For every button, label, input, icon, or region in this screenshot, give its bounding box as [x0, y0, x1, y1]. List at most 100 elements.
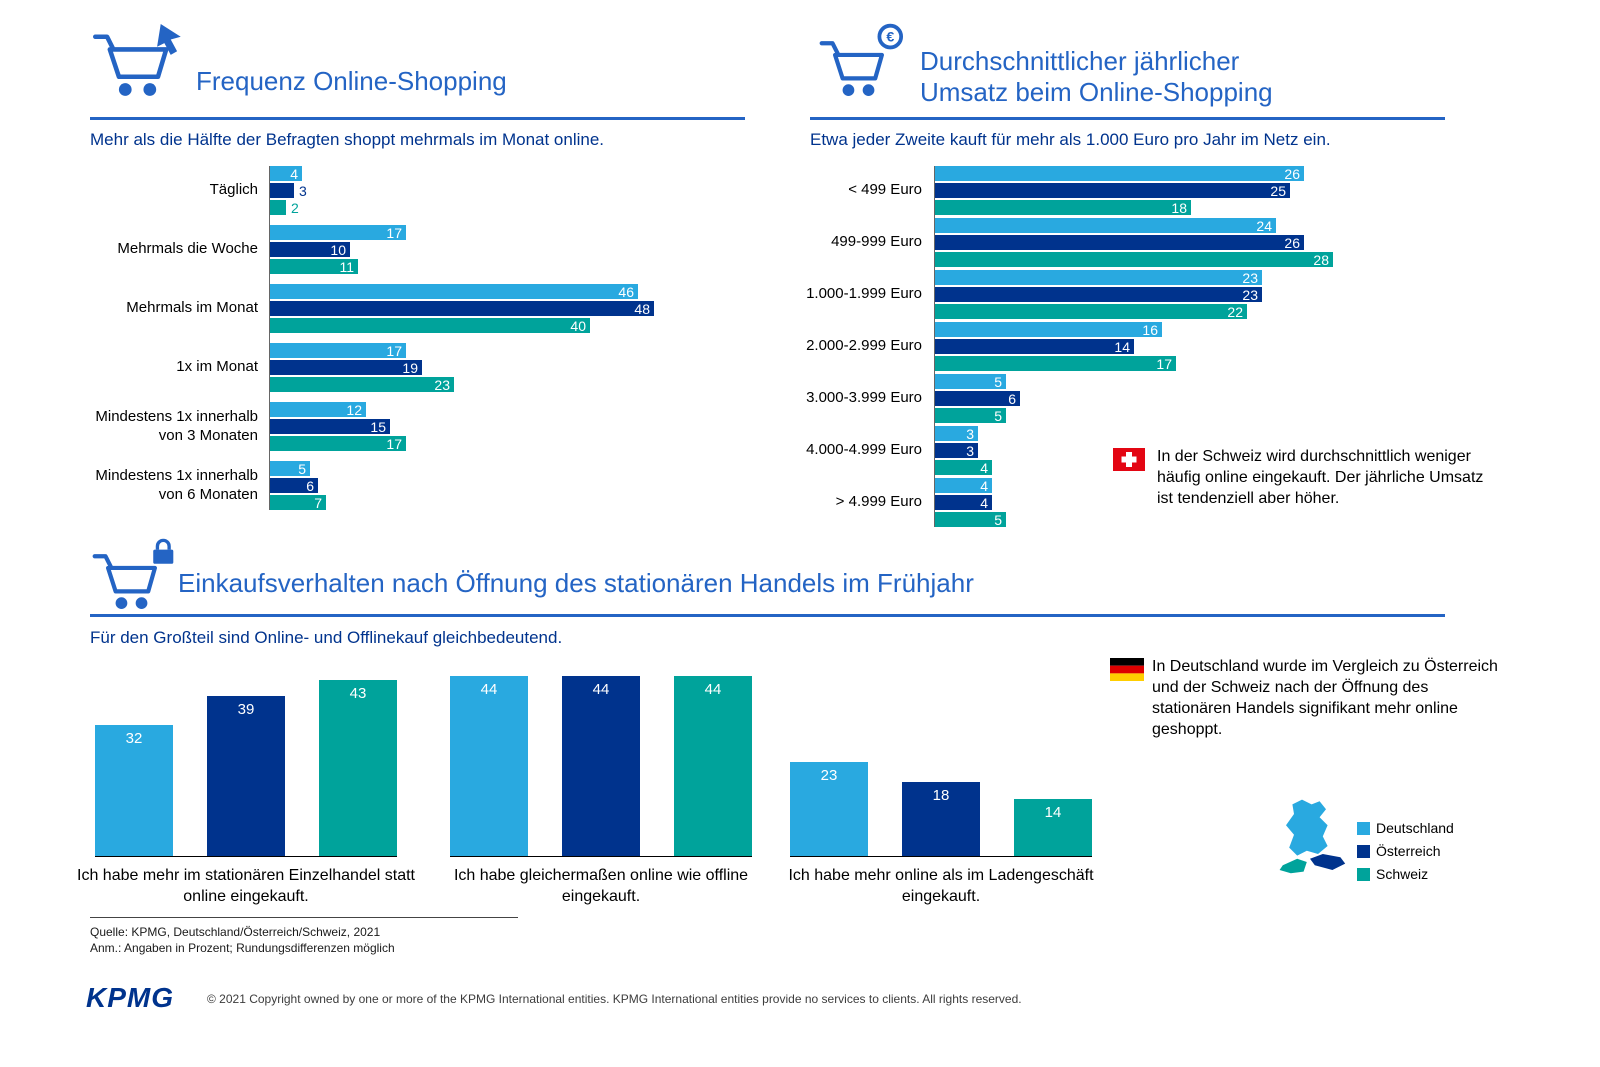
bar-value: 23	[1242, 269, 1258, 286]
bar-oesterreich: 10	[270, 241, 350, 258]
bar-schweiz: 7	[270, 494, 326, 511]
chart-row: 499-999 Euro 24 26 28	[800, 218, 1333, 268]
frequency-axis	[269, 166, 270, 510]
dach-map	[1270, 798, 1350, 895]
category-label: > 4.999 Euro	[835, 493, 922, 511]
chart-row: Mehrmals die Woche 17 10 11	[90, 225, 654, 275]
bar-value: 25	[1270, 182, 1286, 199]
bar-deutschland: 3	[935, 426, 978, 442]
bar-value: 17	[386, 342, 402, 359]
cart-lock-icon	[88, 535, 180, 626]
chart-row: Mindestens 1x innerhalb von 3 Monaten 12 1…	[90, 401, 654, 452]
bar-value: 23	[434, 376, 450, 393]
german-flag-icon	[1110, 658, 1144, 686]
category-label: Täglich	[209, 181, 258, 199]
bar-value: 4	[980, 477, 988, 494]
bar-deutschland: 4	[270, 166, 302, 182]
bar-value: 23	[820, 767, 838, 784]
bar-value: 15	[370, 418, 386, 435]
bar-oesterreich: 23	[935, 286, 1262, 303]
revenue-title-line2: Umsatz beim Online-Shopping	[920, 77, 1273, 108]
bar-schweiz: 17	[935, 356, 1176, 372]
behavior-group-3: 23 18 14 Ich habe mehr online als im Laden…	[788, 670, 1094, 908]
bar-oesterreich: 15	[270, 418, 390, 435]
legend-swatch-oesterreich	[1357, 844, 1370, 858]
bar-value: 11	[339, 258, 354, 275]
bar-oesterreich: 3	[935, 442, 978, 459]
legend-item-oesterreich: Österreich	[1357, 843, 1454, 859]
bar-value: 26	[1284, 234, 1300, 251]
bar-value: 6	[1008, 390, 1016, 407]
bar-value: 32	[125, 730, 143, 747]
frequency-subtitle: Mehr als die Hälfte der Befragten shoppt…	[90, 130, 605, 149]
category-label: Mehrmals die Woche	[117, 240, 258, 258]
legend-label: Schweiz	[1376, 866, 1429, 882]
bar-value: 22	[1227, 303, 1243, 320]
bar-value: 39	[237, 701, 255, 718]
frequency-divider	[90, 117, 745, 120]
bar-deutschland: 44	[450, 676, 528, 856]
bar-value: 40	[570, 317, 586, 334]
bar-deutschland: 4	[935, 477, 992, 494]
legend: Deutschland Österreich Schweiz	[1357, 820, 1454, 889]
bar-value: 43	[349, 685, 367, 702]
bar-value: 3	[299, 182, 307, 199]
category-label: 4.000-4.999 Euro	[806, 441, 922, 459]
bar-oesterreich: 4	[935, 494, 992, 511]
bar-value: 3	[966, 442, 974, 459]
bar-oesterreich: 18	[902, 782, 980, 856]
category-label: Mehrmals im Monat	[126, 299, 258, 317]
legend-item-deutschland: Deutschland	[1357, 820, 1454, 836]
bar-value: 12	[346, 401, 362, 418]
bar-value: 5	[994, 373, 1002, 390]
bar-value: 2	[291, 199, 299, 216]
bar-deutschland: 26	[935, 166, 1304, 182]
chart-row: Mindestens 1x innerhalb von 6 Monaten 5 6 7	[90, 461, 654, 511]
bar-oesterreich: 6	[270, 478, 318, 494]
bar-schweiz: 5	[935, 512, 1006, 528]
bar-value: 4	[980, 494, 988, 511]
bar-schweiz: 4	[935, 459, 992, 476]
bar-value: 10	[330, 241, 346, 258]
bar-schweiz: 40	[270, 317, 590, 334]
category-label: 3.000-3.999 Euro	[806, 389, 922, 407]
bar-deutschland: 23	[935, 269, 1262, 286]
chart-row: > 4.999 Euro 4 4 5	[800, 477, 1333, 528]
bar-value: 17	[386, 435, 402, 452]
cart-click-icon	[88, 18, 188, 115]
bar-value: 28	[1313, 251, 1329, 268]
bar-deutschland: 24	[935, 218, 1276, 234]
behavior-group-1: 32 39 43 Ich habe mehr im stationären Einz…	[77, 670, 415, 908]
bar-oesterreich	[270, 183, 294, 198]
bar-oesterreich: 39	[207, 696, 285, 856]
category-label: 1.000-1.999 Euro	[806, 285, 922, 303]
bar-value: 4	[980, 459, 988, 476]
behavior-title: Einkaufsverhalten nach Öffnung des stati…	[178, 568, 974, 598]
bar-schweiz: 18	[935, 199, 1191, 216]
bar-schweiz: 17	[270, 435, 406, 452]
category-label: 499-999 Euro	[831, 233, 922, 251]
bar-value: 18	[1171, 199, 1187, 216]
behavior-bars-3: 23 18 14	[790, 670, 1092, 857]
chart-row: 2.000-2.999 Euro 16 14 17	[800, 322, 1333, 372]
bar-value: 44	[592, 681, 610, 698]
category-label: Mindestens 1x innerhalb von 6 Monaten	[95, 466, 258, 503]
bar-deutschland: 5	[935, 373, 1006, 390]
legend-swatch-schweiz	[1357, 867, 1370, 881]
bar-oesterreich: 14	[935, 339, 1134, 355]
revenue-divider	[810, 117, 1445, 120]
bar-value: 23	[1242, 286, 1258, 303]
revenue-title: Durchschnittlicher jährlicher Umsatz bei…	[920, 46, 1273, 108]
source-note: Quelle: KPMG, Deutschland/Österreich/Sch…	[90, 925, 381, 939]
annotation-note: Anm.: Angaben in Prozent; Rundungsdiffer…	[90, 941, 395, 955]
chart-row: 4.000-4.999 Euro 3 3 4	[800, 426, 1333, 476]
legend-swatch-deutschland	[1357, 821, 1370, 835]
cart-euro-icon: €	[815, 22, 907, 113]
bar-value: 44	[704, 681, 722, 698]
legend-label: Österreich	[1376, 843, 1441, 859]
behavior-caption-2: Ich habe gleichermaßen online wie offlin…	[453, 867, 749, 905]
bar-schweiz: 11	[270, 258, 358, 275]
behavior-caption-3: Ich habe mehr online als im Ladengeschäf…	[788, 867, 1094, 905]
bar-value: 7	[314, 494, 322, 511]
